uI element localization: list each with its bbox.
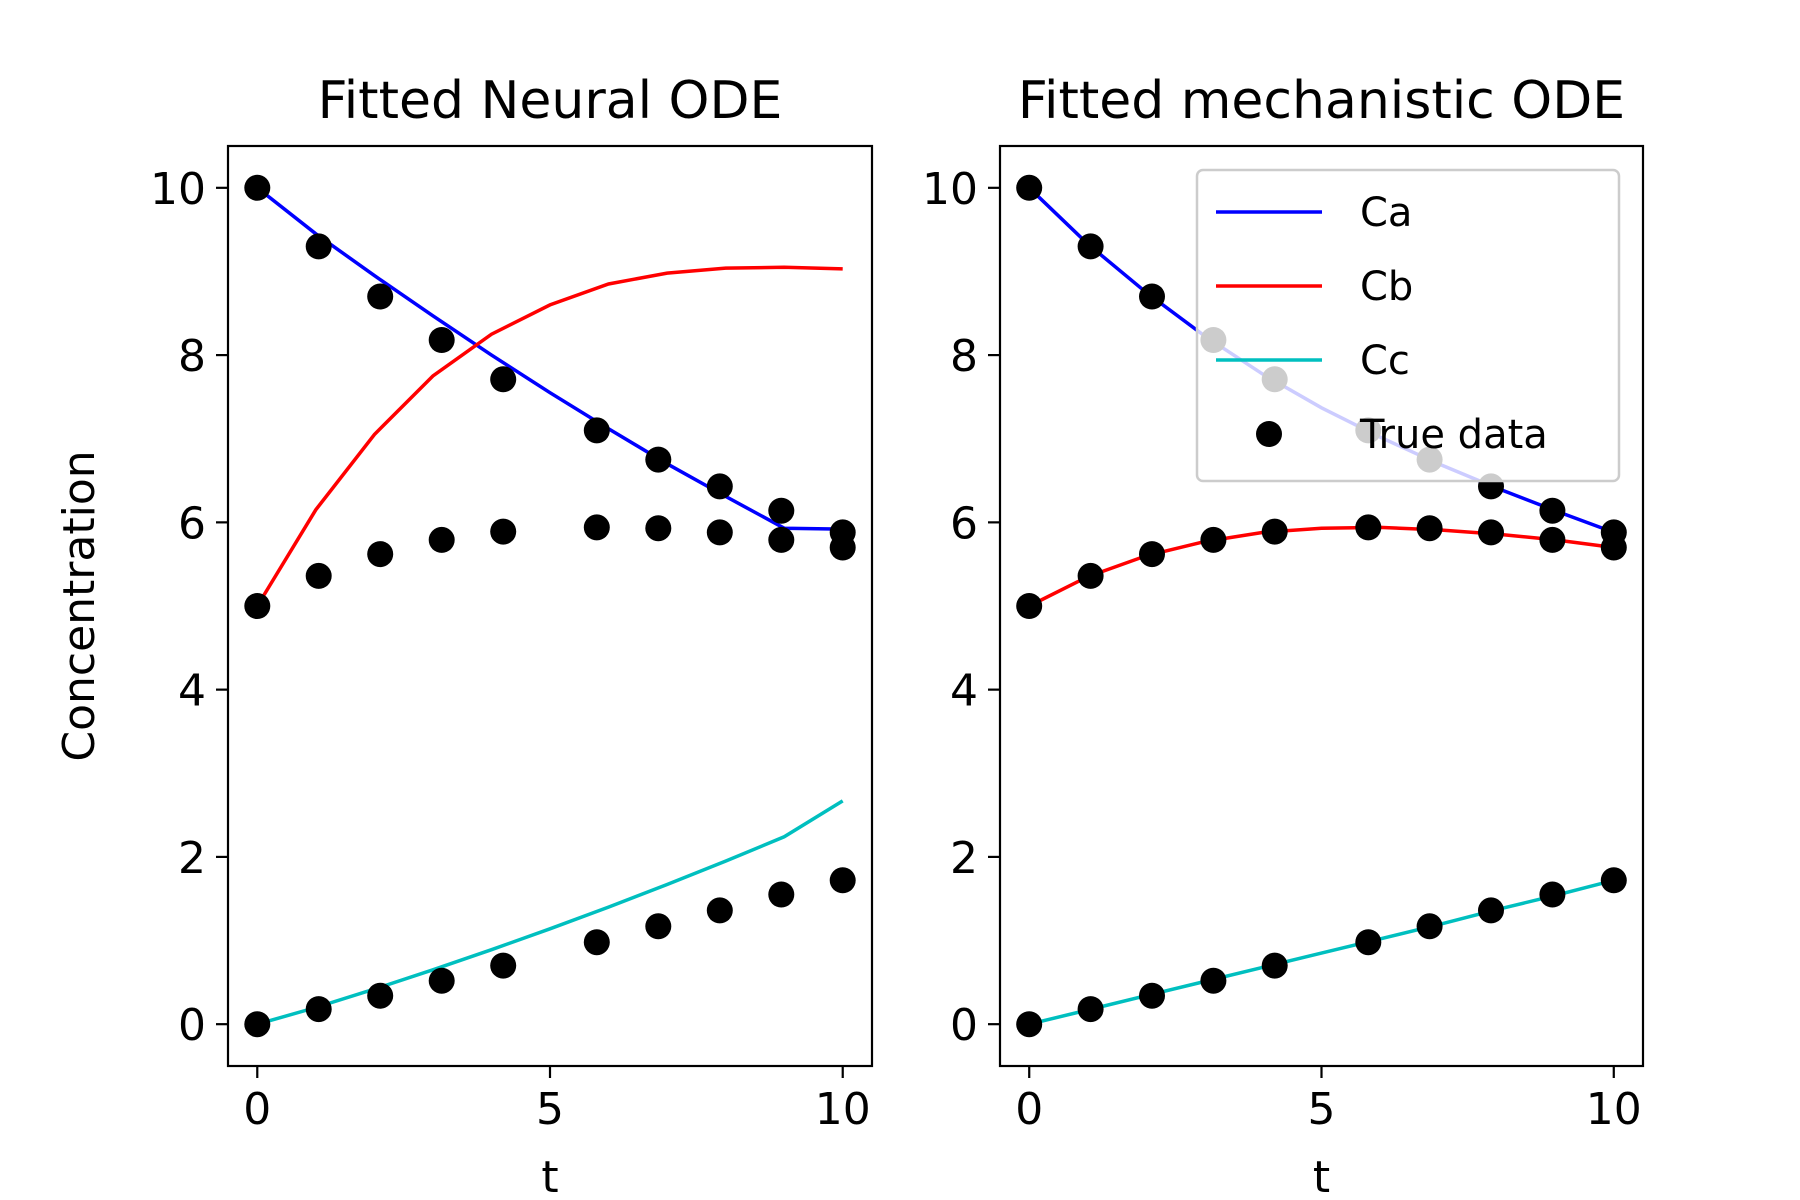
mechanistic-true-data-point-cb xyxy=(1016,593,1043,619)
mechanistic-y-tick-label: 4 xyxy=(950,666,978,717)
neural-y-tick-label: 0 xyxy=(178,1000,206,1051)
mechanistic-true-data-point-cb xyxy=(1077,562,1104,589)
neural-series-line-ca xyxy=(256,186,843,531)
neural-y-tick-label: 2 xyxy=(178,833,206,884)
mechanistic-y-tick-label: 0 xyxy=(950,1000,978,1051)
mechanistic-true-data-point-cc xyxy=(1600,867,1627,894)
mechanistic-true-data-point-cc xyxy=(1016,1011,1043,1038)
neural-x-tick-label: 10 xyxy=(815,1084,871,1135)
mechanistic-true-data-point-ca xyxy=(1077,233,1104,260)
neural-series-line-cc xyxy=(256,799,844,1026)
neural-true-data-point-cc xyxy=(829,867,856,894)
legend-label-ca: Ca xyxy=(1360,190,1412,236)
mechanistic-true-data-point-cc xyxy=(1200,967,1227,994)
mechanistic-true-data-point-cc xyxy=(1139,982,1165,1009)
neural-true-data-point-ca xyxy=(305,233,332,260)
mechanistic-true-data-point-cb xyxy=(1478,519,1504,546)
neural-true-data-point-ca xyxy=(645,446,672,473)
mechanistic-y-tick-label: 8 xyxy=(950,331,978,382)
neural-true-data-point-cb xyxy=(583,514,610,541)
mechanistic-true-data-point-cb xyxy=(1200,526,1227,553)
mechanistic-true-data-point-cb xyxy=(1600,534,1627,561)
legend-label-cb: Cb xyxy=(1360,264,1413,310)
mechanistic-y-tick-label: 2 xyxy=(950,833,978,884)
neural-y-tick-label: 10 xyxy=(150,164,206,215)
neural-true-data-point-cc xyxy=(244,1011,271,1038)
neural-true-data-point-cc xyxy=(305,996,332,1023)
mechanistic-true-data-point-cb xyxy=(1416,515,1443,542)
neural-x-axis-label: t xyxy=(541,1152,558,1200)
neural-true-data-point-cc xyxy=(428,967,455,994)
mechanistic-y-tick-label: 6 xyxy=(950,498,978,549)
neural-true-data-point-cc xyxy=(706,897,733,924)
legend: Ca Cb Cc True data xyxy=(1195,168,1621,483)
mechanistic-x-tick-label: 10 xyxy=(1586,1084,1642,1135)
mechanistic-true-data-point-cc xyxy=(1077,996,1104,1023)
neural-true-data-point-ca xyxy=(367,283,394,310)
neural-true-data-point-cc xyxy=(490,952,517,979)
mechanistic-true-data-point-cb xyxy=(1261,518,1288,545)
mechanistic-true-data-point-cc xyxy=(1478,897,1504,924)
mechanistic-true-data-point-ca xyxy=(1016,174,1043,201)
neural-ode-panel: Fitted Neural ODE 0 5 10 0 2 4 6 8 10 t Concentrati… xyxy=(54,71,874,1200)
mechanistic-true-data-point-cc xyxy=(1355,929,1382,956)
neural-true-data-point-cb xyxy=(244,593,271,619)
neural-true-data-point-cc xyxy=(768,881,795,908)
mechanistic-true-data-point-cb xyxy=(1355,514,1382,541)
neural-series-line-cb xyxy=(255,265,843,607)
neural-true-data-point-cc xyxy=(583,929,610,956)
neural-true-data-point-cc xyxy=(645,913,672,940)
neural-y-axis-label: Concentration xyxy=(54,450,105,761)
neural-x-tick-label: 5 xyxy=(536,1084,564,1135)
neural-true-data-point-cb xyxy=(490,518,517,545)
neural-true-data-point-cb xyxy=(367,541,394,568)
mechanistic-x-axis-label: t xyxy=(1313,1152,1330,1200)
neural-y-tick-label: 6 xyxy=(178,498,206,549)
mechanistic-y-tick-label: 10 xyxy=(922,164,978,215)
mechanistic-true-data-point-cc xyxy=(1416,913,1443,940)
neural-y-tick-label: 4 xyxy=(178,666,206,717)
mechanistic-true-data-point-cc xyxy=(1261,952,1288,979)
neural-true-data-point-cb xyxy=(428,526,455,553)
neural-true-data-point-ca xyxy=(768,497,795,524)
mechanistic-series-line-cc xyxy=(1028,878,1615,1026)
mechanistic-true-data-point-cc xyxy=(1539,881,1566,908)
mechanistic-true-data-point-ca xyxy=(1139,283,1165,310)
neural-true-data-point-cb xyxy=(829,534,856,561)
legend-swatch-true-data xyxy=(1256,421,1282,447)
neural-true-data-point-cc xyxy=(367,982,394,1009)
neural-true-data-point-ca xyxy=(706,473,733,500)
neural-true-data-point-ca xyxy=(490,366,517,393)
neural-true-data-point-cb xyxy=(768,526,795,553)
mechanistic-ode-panel: Fitted mechanistic ODE 0 5 10 0 2 4 6 8 10 t Ca Cb Cc… xyxy=(922,71,1645,1200)
mechanistic-series-line-cb xyxy=(1028,525,1615,608)
mechanistic-chart-title: Fitted mechanistic ODE xyxy=(1018,71,1625,131)
neural-chart-title: Fitted Neural ODE xyxy=(318,71,783,131)
legend-box xyxy=(1195,168,1621,483)
mechanistic-x-tick-label: 0 xyxy=(1015,1084,1043,1135)
neural-true-data-point-ca xyxy=(428,327,455,353)
neural-true-data-point-cb xyxy=(305,562,332,589)
neural-true-data-point-ca xyxy=(244,174,271,201)
neural-true-data-point-cb xyxy=(706,519,733,546)
neural-true-data-point-ca xyxy=(583,417,610,444)
neural-true-data-point-cb xyxy=(645,515,672,542)
mechanistic-x-tick-label: 5 xyxy=(1308,1084,1336,1135)
mechanistic-true-data-point-cb xyxy=(1539,526,1566,553)
mechanistic-true-data-point-cb xyxy=(1139,541,1165,568)
neural-x-tick-label: 0 xyxy=(243,1084,271,1135)
mechanistic-true-data-point-ca xyxy=(1539,497,1566,524)
neural-y-tick-label: 8 xyxy=(178,331,206,382)
legend-label-true-data: True data xyxy=(1359,412,1548,458)
legend-label-cc: Cc xyxy=(1360,338,1410,384)
